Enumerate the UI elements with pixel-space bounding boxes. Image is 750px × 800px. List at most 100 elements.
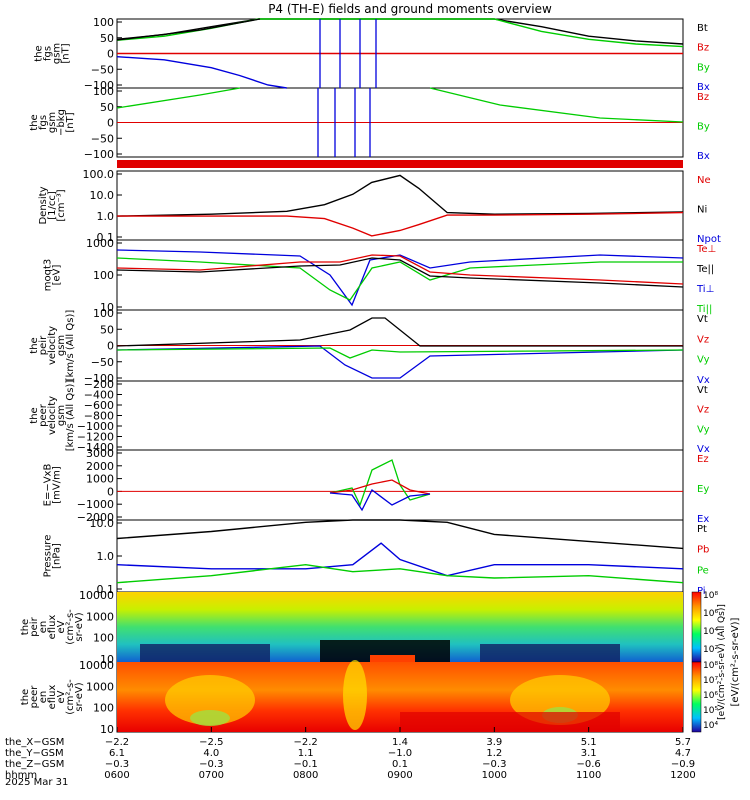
ylabel-line: velocity bbox=[47, 396, 58, 435]
ytick-label: −50 bbox=[91, 132, 114, 145]
ylabel-line: [cm⁻³] bbox=[56, 189, 67, 221]
ylabel-line: the bbox=[20, 619, 31, 635]
legend-entry: Ex bbox=[697, 514, 709, 525]
ylabel-line: −bkg bbox=[56, 109, 67, 136]
ytick-label: −1000 bbox=[77, 498, 114, 511]
ytick-label: −1200 bbox=[77, 431, 114, 444]
xaxis-value: 4.7 bbox=[675, 748, 691, 759]
date-label: 2025 Mar 31 bbox=[5, 777, 68, 788]
xaxis-row-label: the_X−GSM bbox=[5, 737, 64, 748]
trace-dsl-bx-spikes bbox=[317, 88, 371, 157]
xaxis-value: 4.0 bbox=[203, 748, 219, 759]
figure-title: P4 (TH-E) fields and ground moments over… bbox=[268, 2, 552, 16]
legend-entry: Bx bbox=[697, 151, 710, 162]
legend-entry: By bbox=[697, 122, 710, 133]
colorbar-tick: 10⁸ bbox=[703, 591, 718, 601]
legend-entry: Pb bbox=[697, 545, 709, 556]
ytick-label: 1000 bbox=[86, 237, 114, 250]
ytick-label: −800 bbox=[84, 410, 114, 423]
xaxis-value: −0.3 bbox=[105, 759, 129, 770]
xaxis-value: 0600 bbox=[104, 770, 129, 781]
ytick-label: −100 bbox=[84, 148, 114, 161]
legend-entry: Vz bbox=[697, 334, 709, 345]
ylabel-line: (cm²-s- bbox=[65, 679, 76, 715]
series-pressure-Pi bbox=[116, 542, 684, 577]
xaxis-value: −2.2 bbox=[294, 737, 318, 748]
ytick-label: 0.1 bbox=[97, 231, 115, 244]
ytick-label: 0 bbox=[107, 117, 114, 130]
colorbar-label-all-qs: [eV/(cm²-s-sr-eV) (All Qs)] bbox=[717, 604, 727, 720]
trace-dsl-by bbox=[116, 87, 241, 109]
ytick-label: 1.0 bbox=[97, 210, 115, 223]
colorbar-tick: 10⁴ bbox=[703, 627, 718, 637]
ytick-label: 0 bbox=[107, 485, 114, 498]
ylabel-line: [1/cc] bbox=[47, 191, 58, 220]
xaxis-value: −0.9 bbox=[671, 759, 695, 770]
ytick-label: 10000 bbox=[79, 589, 114, 602]
panel-group: 100500−50−100thefgsgsm[nT]BtBzByBx100500… bbox=[20, 16, 721, 736]
ylabel-line: the bbox=[29, 407, 40, 423]
legend-entry: Vy bbox=[697, 355, 710, 366]
xaxis-value: 5.7 bbox=[675, 737, 691, 748]
trace-temp-te-perp bbox=[116, 254, 684, 285]
ytick-label: −50 bbox=[91, 356, 114, 369]
ylabel-line: [km/s (All Qs)] bbox=[65, 380, 76, 452]
ytick-label: −600 bbox=[84, 399, 114, 412]
trace-fgs-bx-spikes bbox=[319, 19, 377, 88]
ylabel-line: [mV/m] bbox=[52, 466, 63, 504]
ylabel-line: the bbox=[20, 689, 31, 705]
legend-entry: Te⊥ bbox=[696, 244, 716, 255]
ylabel-line: gsm bbox=[52, 43, 63, 64]
ytick-label: 50 bbox=[100, 101, 114, 114]
colorbar-tick: 10⁷ bbox=[703, 676, 718, 686]
xaxis-value: 5.1 bbox=[581, 737, 597, 748]
colorbar-label: [eV/(cm²-s-sr-eV)] bbox=[730, 617, 741, 706]
legend-entry: Vx bbox=[697, 375, 710, 386]
legend-entry: Te|| bbox=[696, 264, 714, 275]
ytick-label: −100 bbox=[84, 79, 114, 92]
ytick-label: −1000 bbox=[77, 420, 114, 433]
ytick-label: 0.1 bbox=[97, 583, 115, 596]
panel-frame-density bbox=[116, 170, 684, 241]
legend-entry: Npot bbox=[697, 234, 721, 245]
ylabel-line: en bbox=[38, 691, 49, 704]
legend-entry: Vz bbox=[697, 405, 709, 416]
ylabel-line: E=−VxB bbox=[43, 464, 54, 507]
ylabel-line: eV bbox=[56, 620, 67, 633]
xaxis-row-label: the_Y−GSM bbox=[5, 748, 64, 759]
trace-temp-ti-par bbox=[116, 257, 683, 301]
ylabel-line: gsm bbox=[56, 335, 67, 356]
legend-entry: Bz bbox=[697, 92, 709, 103]
ytick-label: 0 bbox=[107, 48, 114, 61]
ytick-label: 10.0 bbox=[90, 189, 115, 202]
ytick-label: 100 bbox=[93, 16, 114, 29]
legend-entry: Ey bbox=[697, 484, 709, 495]
ytick-label: 1.0 bbox=[97, 550, 115, 563]
xaxis-value: −0.1 bbox=[294, 759, 318, 770]
ytick-label: 100 bbox=[93, 632, 114, 645]
trace-fgs-bt bbox=[116, 18, 261, 41]
ylabel-line: gsm bbox=[47, 112, 58, 133]
series-fgs-Bx bbox=[116, 56, 287, 89]
ytick-label: −50 bbox=[91, 63, 114, 76]
legend-entry: Ti|| bbox=[696, 304, 712, 315]
ylabel-line: peir bbox=[38, 335, 49, 355]
ylabel-line: [nT] bbox=[65, 112, 76, 132]
legend-entry: Ne bbox=[697, 175, 711, 186]
ylabel-line: eflux bbox=[47, 685, 58, 710]
xaxis-value: −2.5 bbox=[199, 737, 223, 748]
x-axis-labels: the_X−GSM −2.2 −2.5 −2.2 1.4 3.9 5.1 5.7 the_Y−G… bbox=[5, 727, 696, 781]
xaxis-value: 1.2 bbox=[486, 748, 502, 759]
ylabel-line: sr-eV) bbox=[74, 682, 85, 711]
ytick-label: 10 bbox=[100, 723, 114, 736]
trace-efield-ez bbox=[329, 479, 431, 495]
xaxis-value: 1100 bbox=[576, 770, 601, 781]
ytick-label: 50 bbox=[100, 323, 114, 336]
panel-frame-pressure bbox=[116, 519, 684, 593]
legend-entry: Vx bbox=[697, 444, 710, 455]
ylabel-line: fgs bbox=[38, 115, 49, 130]
colorbar-tick: 10⁶ bbox=[703, 609, 718, 619]
legend-entry: Pe bbox=[697, 565, 709, 576]
ylabel-line: the bbox=[34, 45, 45, 61]
